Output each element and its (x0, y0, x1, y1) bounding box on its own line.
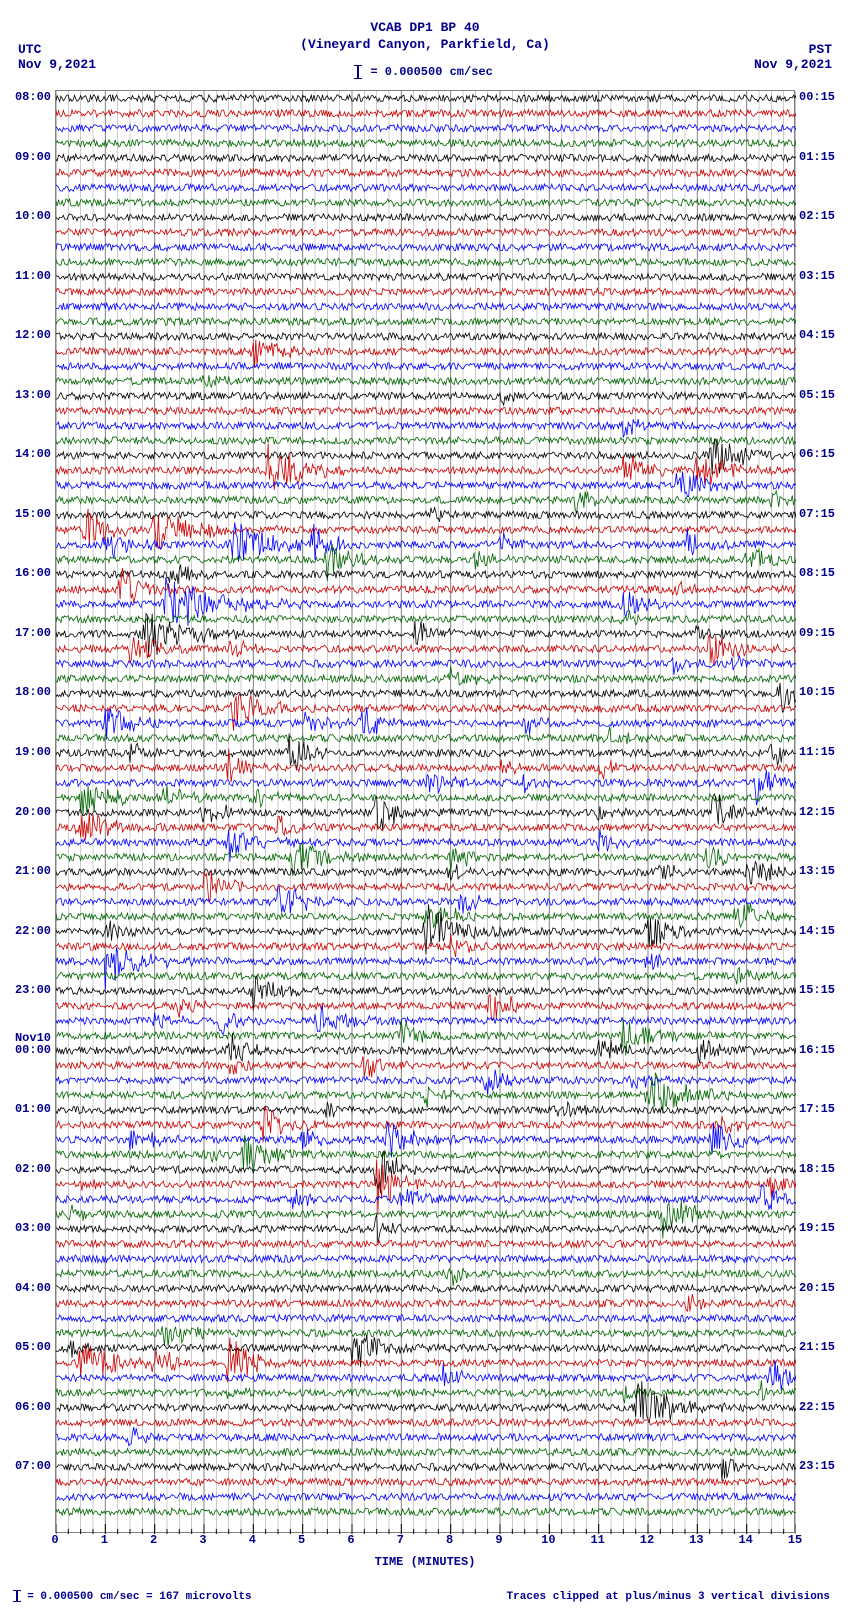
x-tick: 8 (446, 1533, 453, 1547)
right-time-axis: 00:15 01:15 02:15 03:15 04:15 05:15 06:15 07:15… (795, 90, 850, 1533)
x-tick: 4 (249, 1533, 256, 1547)
x-tick: 7 (397, 1533, 404, 1547)
footer-scale-bar-icon (16, 1590, 18, 1602)
x-tick: 12 (640, 1533, 654, 1547)
time-label: 05:00 (15, 1340, 51, 1354)
seismogram-svg (56, 91, 796, 1534)
time-label: 22:15 (799, 1400, 835, 1414)
time-label: 14:15 (799, 924, 835, 938)
time-label: 23:00 (15, 983, 51, 997)
time-label: 15:00 (15, 507, 51, 521)
x-tick: 14 (738, 1533, 752, 1547)
scale-text: = 0.000500 cm/sec (370, 65, 492, 79)
time-label: 07:15 (799, 507, 835, 521)
time-label: 15:15 (799, 983, 835, 997)
time-label: 00:15 (799, 90, 835, 104)
time-label: 17:15 (799, 1102, 835, 1116)
time-label: 01:00 (15, 1102, 51, 1116)
time-label: 10:15 (799, 685, 835, 699)
title-line-1: VCAB DP1 BP 40 (0, 20, 850, 37)
left-time-axis: 08:00 09:00 10:00 11:00 12:00 13:00 14:00 15:00… (0, 90, 55, 1533)
right-tz-label: PST (754, 42, 832, 57)
footer-right: Traces clipped at plus/minus 3 vertical … (507, 1591, 830, 1603)
seismogram-plot (55, 90, 795, 1533)
footer-left-text: = 0.000500 cm/sec = 167 microvolts (27, 1591, 251, 1603)
x-tick: 2 (150, 1533, 157, 1547)
time-label: 20:00 (15, 805, 51, 819)
time-label: 18:00 (15, 685, 51, 699)
time-label: 12:15 (799, 805, 835, 819)
time-label: 02:00 (15, 1162, 51, 1176)
time-label: 21:15 (799, 1340, 835, 1354)
time-label: 12:00 (15, 328, 51, 342)
time-label: 16:00 (15, 566, 51, 580)
scale-bar-icon (357, 65, 359, 79)
time-label: 11:15 (799, 745, 835, 759)
time-label: 09:00 (15, 150, 51, 164)
left-tz-label: UTC (18, 42, 96, 57)
seismogram-page: VCAB DP1 BP 40 (Vineyard Canyon, Parkfie… (0, 0, 850, 1613)
x-tick: 13 (689, 1533, 703, 1547)
time-label: 17:00 (15, 626, 51, 640)
time-label: 10:00 (15, 209, 51, 223)
x-tick: 9 (495, 1533, 502, 1547)
time-label: 21:00 (15, 864, 51, 878)
x-tick: 1 (101, 1533, 108, 1547)
time-label: 01:15 (799, 150, 835, 164)
time-label: 08:00 (15, 90, 51, 104)
time-label: 23:15 (799, 1459, 835, 1473)
time-label: 16:15 (799, 1043, 835, 1057)
title-line-2: (Vineyard Canyon, Parkfield, Ca) (0, 37, 850, 54)
time-label: 18:15 (799, 1162, 835, 1176)
time-label: 03:15 (799, 269, 835, 283)
time-label: 22:00 (15, 924, 51, 938)
x-tick: 10 (541, 1533, 555, 1547)
x-axis: 0123456789101112131415 TIME (MINUTES) (55, 1533, 795, 1573)
time-label: 08:15 (799, 566, 835, 580)
time-label: 06:00 (15, 1400, 51, 1414)
x-tick: 6 (347, 1533, 354, 1547)
time-label: 05:15 (799, 388, 835, 402)
x-tick-labels: 0123456789101112131415 (55, 1533, 795, 1553)
time-label: 19:15 (799, 1221, 835, 1235)
time-label: 14:00 (15, 447, 51, 461)
time-label: 03:00 (15, 1221, 51, 1235)
amplitude-scale: = 0.000500 cm/sec (0, 65, 850, 79)
x-tick: 3 (199, 1533, 206, 1547)
chart-header: VCAB DP1 BP 40 (Vineyard Canyon, Parkfie… (0, 20, 850, 54)
x-axis-label: TIME (MINUTES) (55, 1555, 795, 1569)
footer-right-text: Traces clipped at plus/minus 3 vertical … (507, 1591, 830, 1603)
time-label: 00:00 (15, 1043, 51, 1057)
time-label: 04:15 (799, 328, 835, 342)
x-tick: 15 (788, 1533, 802, 1547)
time-label: 02:15 (799, 209, 835, 223)
time-label: 20:15 (799, 1281, 835, 1295)
time-label: 09:15 (799, 626, 835, 640)
footer-left: = 0.000500 cm/sec = 167 microvolts (6, 1590, 252, 1603)
x-tick: 11 (590, 1533, 604, 1547)
time-label: 19:00 (15, 745, 51, 759)
time-label: 04:00 (15, 1281, 51, 1295)
x-tick: 5 (298, 1533, 305, 1547)
time-label: 13:00 (15, 388, 51, 402)
time-label: 07:00 (15, 1459, 51, 1473)
time-label: 13:15 (799, 864, 835, 878)
time-label: 11:00 (15, 269, 51, 283)
x-tick: 0 (51, 1533, 58, 1547)
time-label: 06:15 (799, 447, 835, 461)
